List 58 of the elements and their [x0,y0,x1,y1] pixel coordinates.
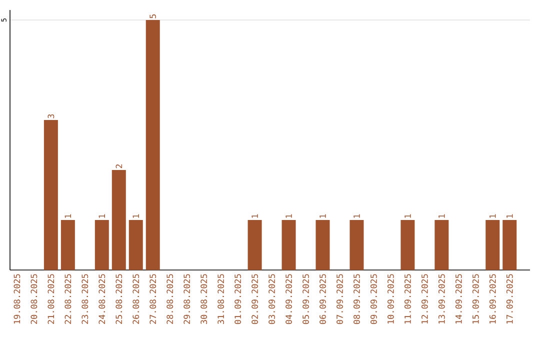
x-tick-label: 02.09.2025 [252,274,258,324]
x-tick-label: 09.09.2025 [370,274,377,324]
data-label: 1 [490,214,496,218]
data-label: 1 [354,214,360,218]
data-label: 1 [404,214,411,218]
bar [248,220,262,270]
x-tick-label: 31.08.2025 [218,274,224,324]
x-tick-label: 11.09.2025 [404,274,411,324]
x-tick-label: 21.08.2025 [48,274,54,324]
bar [94,220,109,270]
x-tick-label: 29.08.2025 [184,274,190,324]
x-tick-label: 10.09.2025 [388,274,394,324]
x-tick-label: 15.09.2025 [472,274,479,324]
x-tick-label: 20.08.2025 [30,274,38,324]
x-tick-label: 06.09.2025 [320,274,326,324]
x-tick-label: 14.09.2025 [455,274,462,324]
bar [316,220,330,270]
x-tick-label: 03.09.2025 [268,274,275,324]
x-tick-label: 30.08.2025 [200,274,208,324]
x-tick-label: 07.09.2025 [336,274,343,324]
data-label: 1 [252,214,258,218]
bar [282,220,296,270]
bar [112,170,126,270]
data-label: 1 [286,214,292,218]
x-tick-label: 13.09.2025 [438,274,445,324]
data-label: 1 [506,214,513,218]
x-tick-label: 16.09.2025 [489,274,496,324]
x-tick-label: 22.08.2025 [64,274,72,324]
x-tick-label: 25.08.2025 [116,274,122,324]
bar [128,220,143,270]
bar [502,220,517,270]
data-label: 1 [438,214,445,218]
data-label: 5 [150,14,156,18]
x-tick-label: 05.09.2025 [302,274,309,324]
x-tick-label: 19.08.2025 [14,274,20,324]
data-label: 1 [320,214,326,218]
bar [44,120,58,270]
x-tick-label: 27.08.2025 [150,274,156,324]
x-tick-label: 26.08.2025 [132,274,140,324]
bar [400,220,415,270]
x-tick-label: 08.09.2025 [354,274,360,324]
data-label: 1 [64,214,72,218]
bar [434,220,449,270]
x-tick-label: 12.09.2025 [421,274,428,324]
x-tick-label: 01.09.2025 [234,274,242,324]
x-tick-label: 24.08.2025 [98,274,106,324]
bar [146,20,160,270]
bar [486,220,500,270]
data-label: 3 [48,114,54,118]
x-tick-label: 23.08.2025 [82,274,88,324]
data-label: 1 [132,214,139,218]
bar [350,220,364,270]
data-label: 2 [116,164,122,168]
x-tick-label: 04.09.2025 [286,274,292,324]
data-label: 1 [98,214,105,218]
x-tick-label: 28.08.2025 [166,274,174,324]
x-tick-label: 17.09.2025 [506,274,513,324]
bar [60,220,75,270]
